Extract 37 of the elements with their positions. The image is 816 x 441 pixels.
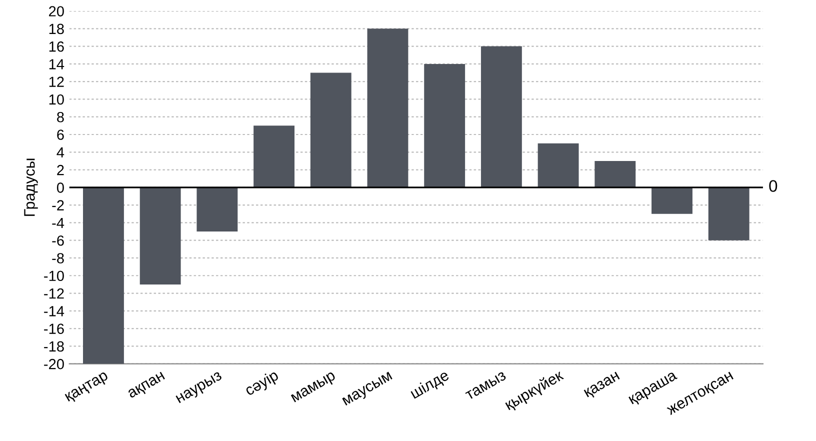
y-tick-label: -8 [52,253,64,264]
bar [83,187,124,364]
x-tick-label: сәуір [244,369,281,399]
y-tick-label: -18 [44,341,64,352]
y-tick-label: 12 [49,76,64,87]
y-tick-label: 16 [49,41,64,52]
y-tick-label: 0 [56,182,64,193]
y-tick-label: -10 [44,270,64,282]
bar [652,187,692,214]
y-tick-label: -20 [44,358,64,370]
bar [538,143,579,188]
ref-line-label: 0 [769,180,778,192]
bar [310,72,352,188]
y-tick-label: 6 [57,130,64,140]
bar [424,64,466,188]
y-tick-label: 10 [49,94,64,105]
bar [196,187,238,232]
y-tick-label: 2 [57,164,64,176]
y-tick-label: -12 [44,288,64,299]
y-tick-label: 4 [56,147,64,158]
x-tick-label: ақпан [127,372,166,401]
bar [708,187,750,240]
y-tick-label: -6 [52,235,64,246]
y-tick-label: -16 [44,324,64,334]
y-tick-label: 18 [49,24,64,34]
y-tick-label: 20 [49,6,64,16]
y-tick-label: 8 [57,112,64,122]
bar [594,160,636,188]
bar [367,28,408,188]
bar [480,46,522,188]
y-tick-label: -4 [52,218,64,228]
bar [254,126,294,188]
bar [140,187,181,284]
y-tick-label: -2 [52,200,64,210]
y-tick-label: -14 [44,306,64,316]
y-tick-label: 14 [49,59,64,70]
y-axis-title: Градусы [24,158,38,216]
